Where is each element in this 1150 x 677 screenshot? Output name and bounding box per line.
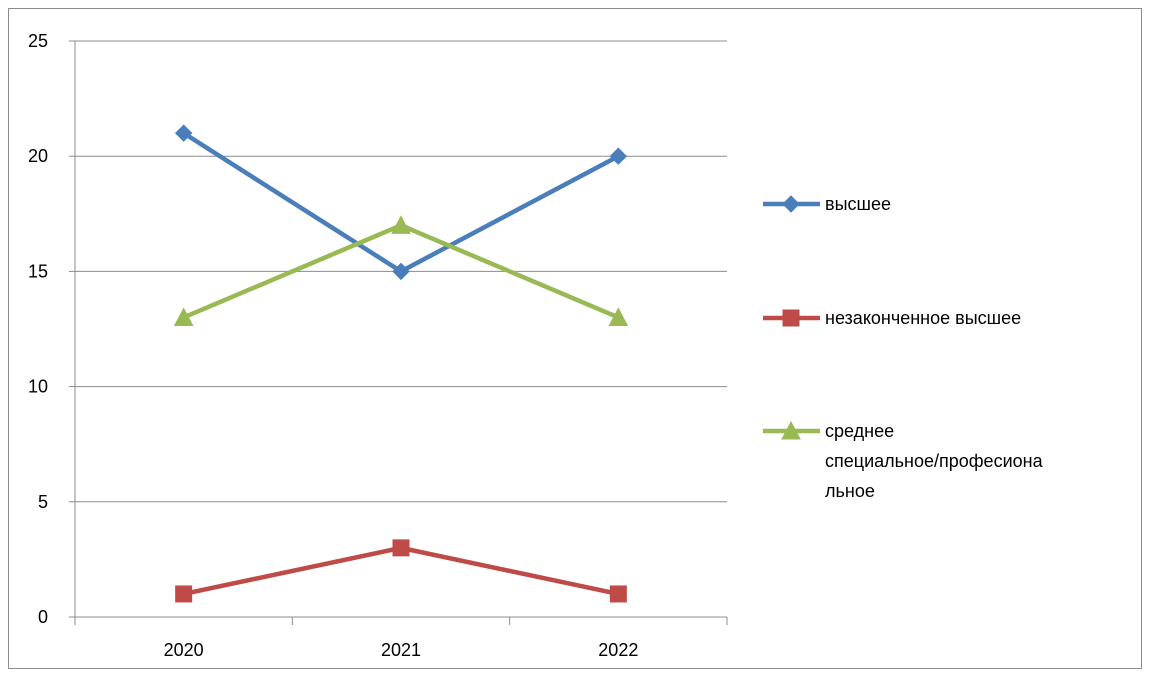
data-point [175,585,193,603]
legend-label: незаконченное высшее [825,308,1021,328]
chart-frame [8,8,1142,669]
data-point [392,539,410,557]
y-tick-label: 15 [28,261,48,281]
data-point [174,124,193,142]
legend-marker [782,195,800,213]
data-point [173,307,194,326]
data-point [392,262,410,281]
y-tick-label: 5 [38,492,48,512]
y-tick-label: 0 [38,607,48,627]
legend-marker [781,420,801,440]
legend-label: специальное/професиона [825,451,1044,471]
y-tick-label: 20 [28,146,48,166]
y-tick-label: 25 [28,31,48,51]
legend-label: среднее [825,421,894,441]
legend-marker [782,309,800,327]
x-tick-label: 2020 [164,640,204,660]
legend-label: высшее [825,194,891,214]
legend-label: льное [825,481,875,501]
data-point [609,585,627,603]
series-line [182,131,620,274]
x-tick-label: 2022 [598,640,638,660]
data-point [391,215,411,234]
y-tick-label: 10 [28,377,48,397]
x-tick-label: 2021 [381,640,421,660]
data-point [608,307,629,326]
data-point [609,147,628,165]
